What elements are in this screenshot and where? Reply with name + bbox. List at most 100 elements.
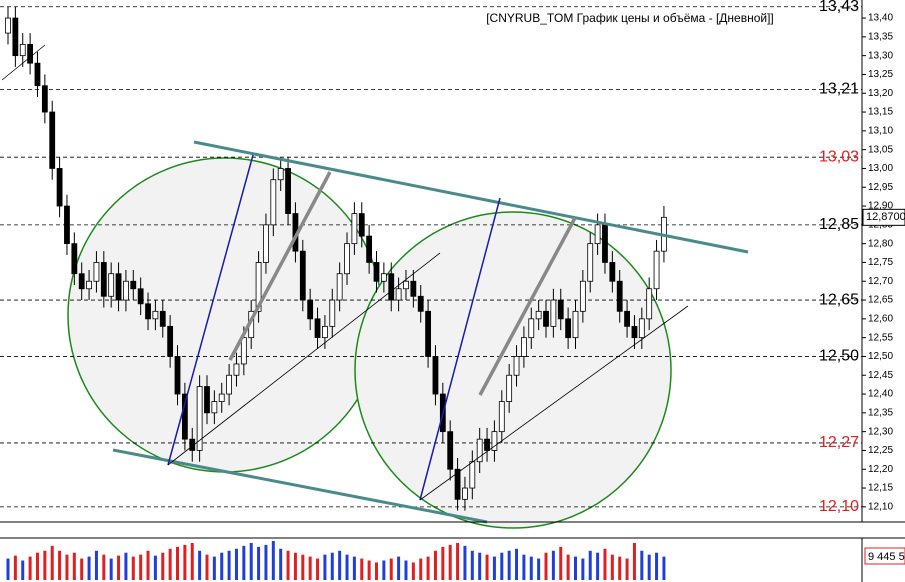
y-tick-label: 13,35: [868, 31, 893, 42]
candle-body: [366, 235, 373, 263]
candle-body: [159, 310, 166, 327]
candle-body: [285, 168, 291, 214]
candle-body: [351, 213, 358, 245]
volume-label-box: [864, 547, 905, 565]
candle-body: [93, 262, 100, 282]
candle-body: [646, 288, 653, 320]
trend-lines: [1, 44, 749, 524]
candle-body: [211, 401, 218, 414]
y-tick-label: 12,75: [868, 257, 893, 268]
candle-body: [314, 318, 321, 339]
y-tick-label: 13,05: [868, 144, 893, 155]
candle-body: [226, 374, 233, 395]
candle-body: [550, 299, 557, 327]
candle-body: [41, 85, 48, 113]
candle-body: [56, 168, 63, 207]
y-tick-label: 13,00: [868, 163, 893, 174]
candle-body: [145, 303, 151, 320]
candle-body: [233, 363, 240, 376]
y-tick-label: 12,80: [868, 238, 893, 249]
y-tick-label: 12,10: [868, 501, 893, 512]
candle-body: [49, 111, 56, 169]
candle-body: [5, 17, 11, 34]
candle-body: [609, 262, 616, 282]
trend-line: [112, 448, 488, 524]
y-tick-label: 12,60: [868, 313, 893, 324]
level-label: 12,27: [819, 434, 859, 451]
candle-body: [19, 43, 26, 57]
candle-body: [277, 168, 284, 181]
level-label: 13,43: [819, 0, 859, 15]
candle-body: [218, 393, 225, 402]
y-tick-label: 13,30: [868, 50, 893, 61]
y-tick-label: 13,10: [868, 125, 893, 136]
candle-body: [270, 179, 277, 226]
candle-body: [425, 310, 431, 357]
candle-body: [484, 438, 490, 451]
candle-body: [86, 280, 92, 290]
candle-body: [557, 299, 564, 320]
y-tick-label: 13,25: [868, 69, 893, 80]
candle-body: [137, 288, 144, 305]
candle-body: [447, 431, 454, 470]
y-tick-label: 13,40: [868, 13, 893, 24]
y-tick-label: 12,70: [868, 276, 893, 287]
candle-body: [388, 273, 395, 301]
candle-body: [204, 386, 210, 414]
y-tick-label: 12,95: [868, 182, 893, 193]
candle-body: [638, 318, 645, 339]
candle-body: [115, 273, 122, 301]
candle-body: [181, 393, 188, 440]
level-label: 13,03: [819, 148, 859, 165]
trend-line: [228, 171, 332, 361]
level-label: 12,85: [819, 216, 859, 233]
candle-body: [616, 280, 623, 312]
candle-body: [167, 325, 174, 357]
y-tick-label: 12,65: [868, 295, 893, 306]
candle-body: [27, 43, 34, 64]
level-label: 12,65: [819, 291, 859, 308]
candle-body: [12, 17, 19, 57]
candle-body: [344, 243, 350, 275]
candle-body: [100, 262, 107, 297]
candle-body: [130, 280, 137, 290]
candle-body: [469, 461, 476, 489]
candle-body: [152, 310, 159, 320]
candle-body: [322, 325, 328, 339]
candle-body: [240, 337, 247, 365]
circle-annotation: [354, 211, 672, 529]
y-tick-label: 12,45: [868, 370, 893, 381]
candle-body: [602, 224, 608, 263]
candle-body: [255, 262, 262, 312]
candle-body: [403, 280, 409, 290]
candle-body: [594, 224, 601, 245]
candle-body: [263, 224, 269, 263]
candle-body: [64, 205, 70, 245]
level-label: 12,50: [819, 348, 859, 365]
y-tick-label: 12,30: [868, 426, 893, 437]
y-tick-label: 13,20: [868, 88, 893, 99]
candle-body: [299, 250, 306, 301]
candle-body: [513, 356, 520, 376]
candle-body: [108, 273, 115, 297]
candle-body: [307, 299, 314, 320]
y-tick-label: 12,55: [868, 332, 893, 343]
candle-body: [380, 273, 387, 282]
volume-label: 9 445 5: [868, 551, 905, 563]
candle-body: [410, 280, 417, 297]
y-tick-label: 12,90: [868, 201, 893, 212]
candle-body: [462, 487, 468, 500]
candle-body: [579, 280, 586, 312]
candle-body: [196, 386, 203, 451]
level-label: 12,10: [819, 498, 859, 515]
candle-body: [653, 250, 660, 290]
candle-body: [123, 280, 129, 301]
trend-line: [167, 252, 441, 466]
candle-body: [506, 374, 513, 402]
candle-body: [491, 431, 498, 451]
trend-line: [167, 154, 254, 466]
candle-body: [189, 438, 196, 451]
candle-body: [498, 401, 505, 433]
candle-body: [329, 299, 336, 327]
